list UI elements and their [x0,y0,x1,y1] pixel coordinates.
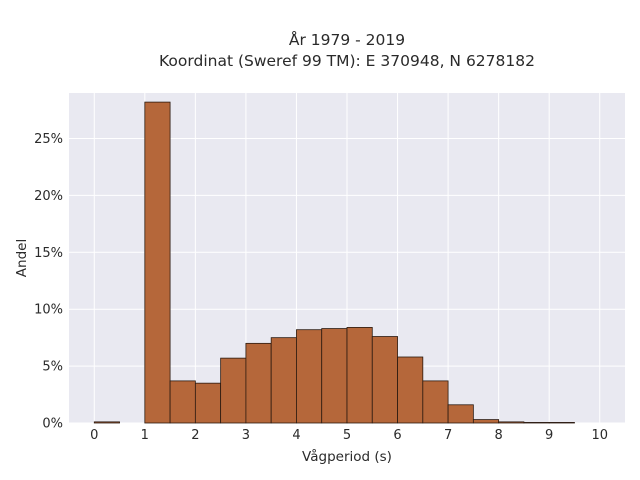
y-tick-label: 10% [34,303,63,318]
histogram-bar-8.5 [523,422,550,424]
histogram-bar-0 [93,421,120,424]
histogram-bar-3 [245,342,272,424]
histogram-bar-6 [397,356,424,424]
histogram-bar-2 [194,382,222,424]
x-tick-label: 0 [90,428,98,443]
histogram-bar-2.5 [220,357,247,424]
y-tick-labels: 0% 5% 10% 15% 20% 25% [34,132,63,431]
x-tick-label: 7 [444,428,452,443]
histogram-bar-3.5 [270,337,297,424]
bars [93,101,575,424]
histogram-bar-5 [346,327,373,424]
histogram-bar-7 [447,404,474,424]
x-tick-label: 2 [191,428,199,443]
histogram-bar-1 [144,101,171,424]
histogram-bar-1.5 [169,380,196,424]
x-tick-label: 1 [141,428,149,443]
x-tick-label: 3 [242,428,250,443]
x-tick-label: 10 [591,428,608,443]
y-tick-label: 15% [34,246,63,261]
x-tick-label: 9 [545,428,553,443]
x-tick-label: 8 [494,428,502,443]
y-tick-label: 20% [34,189,63,204]
histogram-bar-6.5 [422,380,449,424]
x-tick-label: 4 [292,428,300,443]
histogram-bar-8 [498,421,525,424]
y-axis-label: Andel [14,239,30,277]
x-tick-label: 5 [343,428,351,443]
histogram-bar-4 [296,329,323,424]
x-tick-labels: 0 1 2 3 4 5 6 7 8 9 10 [90,428,608,443]
y-tick-label: 0% [42,417,63,432]
y-tick-label: 5% [42,360,63,375]
chart-title-line-1: År 1979 - 2019 [289,30,405,49]
x-axis-label: Vågperiod (s) [302,448,392,465]
chart-title-line-2: Koordinat (Sweref 99 TM): E 370948, N 62… [159,52,535,70]
histogram-bar-7.5 [472,419,500,424]
histogram-bar-5.5 [371,336,398,424]
histogram-bar-9 [548,422,575,424]
x-tick-label: 6 [393,428,401,443]
y-tick-label: 25% [34,132,63,147]
histogram-bar-4.5 [321,328,348,424]
